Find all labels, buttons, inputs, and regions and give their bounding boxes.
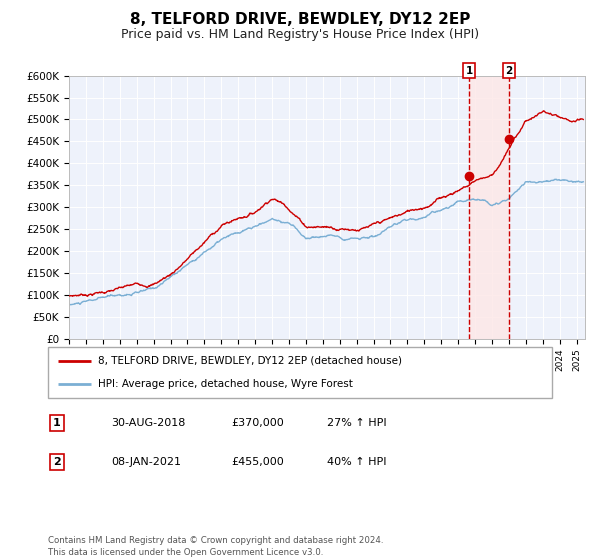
Text: 30-AUG-2018: 30-AUG-2018 (111, 418, 185, 428)
Text: 8, TELFORD DRIVE, BEWDLEY, DY12 2EP (detached house): 8, TELFORD DRIVE, BEWDLEY, DY12 2EP (det… (98, 356, 403, 366)
Text: 1: 1 (466, 66, 473, 76)
Bar (469, 76, 509, 339)
Text: 08-JAN-2021: 08-JAN-2021 (111, 457, 181, 467)
Text: 27% ↑ HPI: 27% ↑ HPI (327, 418, 386, 428)
Text: 1: 1 (53, 418, 61, 428)
Text: 2: 2 (506, 66, 513, 76)
Text: Price paid vs. HM Land Registry's House Price Index (HPI): Price paid vs. HM Land Registry's House … (121, 28, 479, 41)
Text: HPI: Average price, detached house, Wyre Forest: HPI: Average price, detached house, Wyre… (98, 379, 353, 389)
Text: 8, TELFORD DRIVE, BEWDLEY, DY12 2EP: 8, TELFORD DRIVE, BEWDLEY, DY12 2EP (130, 12, 470, 27)
Text: 2: 2 (53, 457, 61, 467)
Text: 40% ↑ HPI: 40% ↑ HPI (327, 457, 386, 467)
FancyBboxPatch shape (48, 347, 552, 398)
Text: £370,000: £370,000 (231, 418, 284, 428)
Text: £455,000: £455,000 (231, 457, 284, 467)
Text: Contains HM Land Registry data © Crown copyright and database right 2024.
This d: Contains HM Land Registry data © Crown c… (48, 536, 383, 557)
